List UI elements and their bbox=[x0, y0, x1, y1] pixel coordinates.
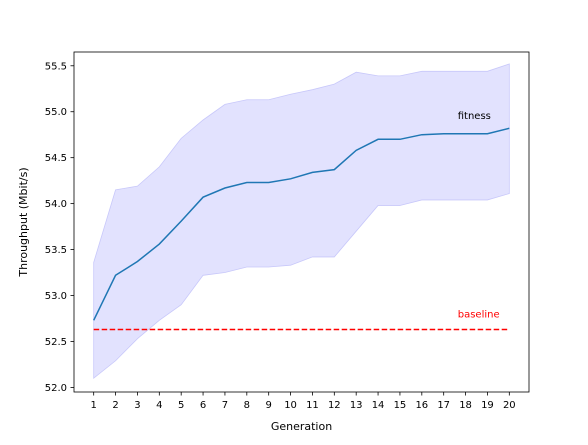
y-tick-label: 52.5 bbox=[45, 337, 67, 348]
x-tick-label: 16 bbox=[415, 400, 428, 411]
label-layer: Generation Throughput (Mbit/s) bbox=[17, 167, 332, 433]
y-tick-label: 52.0 bbox=[45, 383, 67, 394]
fitness-band bbox=[93, 63, 510, 380]
x-tick-label: 3 bbox=[134, 400, 140, 411]
x-tick-label: 5 bbox=[178, 400, 184, 411]
x-axis-label: Generation bbox=[271, 420, 332, 433]
x-tick-label: 19 bbox=[481, 400, 494, 411]
fitness-line bbox=[93, 127, 510, 321]
x-tick-label: 18 bbox=[459, 400, 472, 411]
y-tick-label: 55.0 bbox=[45, 107, 67, 118]
x-tick-label: 15 bbox=[394, 400, 407, 411]
baseline-annotation: baseline bbox=[458, 310, 500, 321]
y-axis-label: Throughput (Mbit/s) bbox=[17, 167, 30, 277]
x-tick-label: 14 bbox=[372, 400, 385, 411]
series-layer bbox=[93, 127, 510, 331]
x-tick-label: 13 bbox=[350, 400, 363, 411]
y-tick-label: 54.0 bbox=[45, 199, 67, 210]
x-tick-label: 7 bbox=[222, 400, 228, 411]
y-tick-label: 53.5 bbox=[45, 245, 67, 256]
x-tick-label: 4 bbox=[156, 400, 162, 411]
x-tick-label: 8 bbox=[244, 400, 250, 411]
fitness-annotation: fitness bbox=[458, 111, 491, 122]
tick-layer: 1 2 3 4 5 6 7 8 9 10 11 12 13 14 15 16 17 18 19 2052.052.55… bbox=[45, 61, 516, 411]
x-tick-label: 1 bbox=[91, 400, 97, 411]
x-tick-label: 12 bbox=[328, 400, 341, 411]
x-tick-label: 11 bbox=[306, 400, 319, 411]
axes-layer bbox=[73, 51, 530, 393]
x-tick-label: 9 bbox=[266, 400, 272, 411]
x-tick-label: 6 bbox=[200, 400, 206, 411]
confidence-band-layer bbox=[93, 63, 510, 380]
x-tick-label: 10 bbox=[284, 400, 297, 411]
y-tick-label: 54.5 bbox=[45, 153, 67, 164]
x-tick-label: 17 bbox=[437, 400, 450, 411]
x-tick-label: 2 bbox=[112, 400, 118, 411]
y-tick-label: 53.0 bbox=[45, 291, 67, 302]
plot-frame bbox=[73, 51, 530, 393]
y-tick-label: 55.5 bbox=[45, 61, 67, 72]
annotation-layer: fitness baseline bbox=[458, 111, 500, 320]
x-tick-label: 20 bbox=[503, 400, 516, 411]
